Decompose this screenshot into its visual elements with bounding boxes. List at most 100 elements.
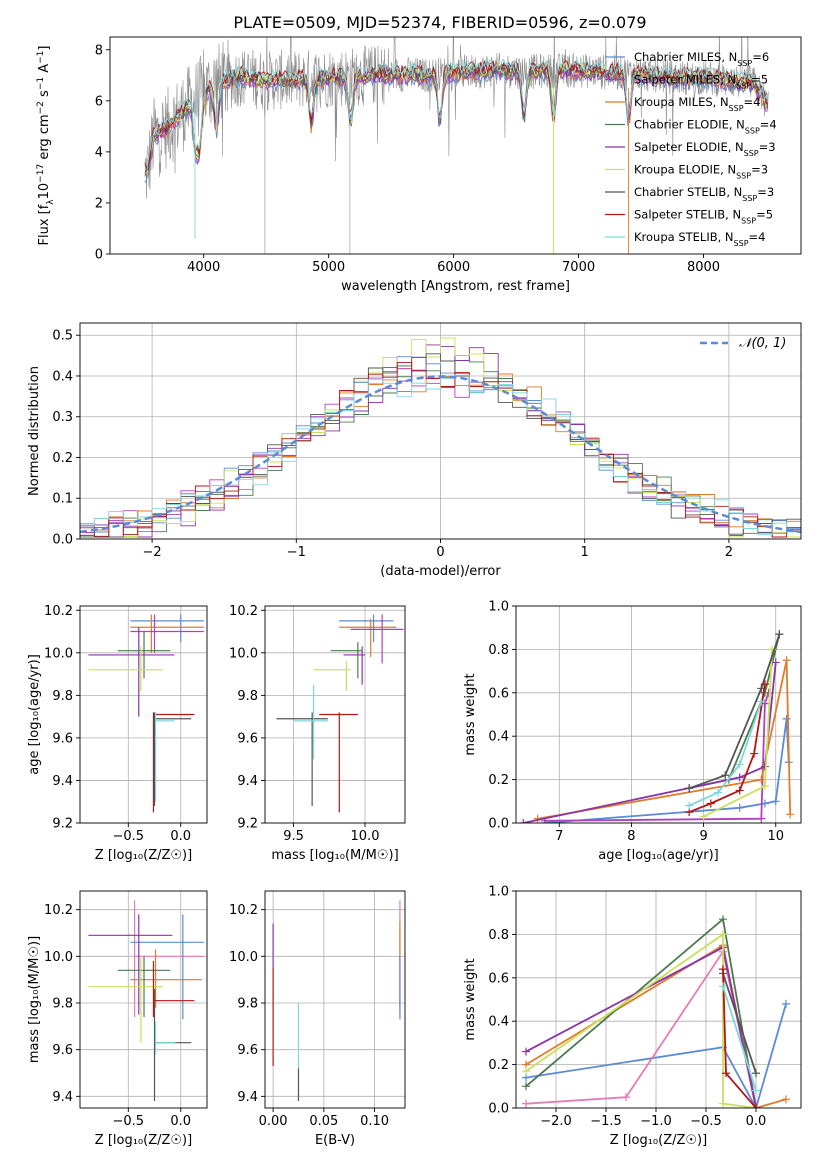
y-axis-label-part: −1 [36,77,46,90]
y-tick-label: 2 [95,196,103,211]
legend-count: =3 [751,163,768,177]
normal-curve-line [80,375,801,534]
x-tick-label: 7000 [562,260,595,275]
spectrum-plot-area [144,37,769,254]
plus-marker [522,1099,530,1108]
age_vs_Z-plot-area [80,606,207,823]
mw_vs_Z-plot-area [516,891,801,1108]
mass_vs_ebv-plot-area [265,891,405,1108]
legend-count: =6 [752,50,769,64]
y-tick-label: 0.4 [52,369,73,384]
y-tick-label: 9.8 [237,997,258,1012]
x-tick-label: 0.0 [746,1114,767,1129]
mw_vs_Z-panel: −2.0 −1.5 −1.0 −0.5 0.0 0.0 0.2 0.4 0.6 0.8 1.0 Z [… [463,885,802,1148]
y-axis-label: mass weight [463,673,478,755]
y-axis-label-part: λ [46,199,56,205]
x-tick-label: −0.5 [112,1114,144,1129]
x-tick-label: 6000 [437,260,470,275]
y-axis-label-part: −17 [36,164,46,183]
plus-marker [706,799,715,808]
y-tick-label: 0.8 [488,643,509,658]
mass-weight-line [688,633,781,790]
legend-name: Kroupa MILES, N [634,95,729,109]
y-tick-label: 10.0 [44,646,73,661]
y-axis-label-part: −1 [36,51,46,64]
x-tick-label: 0.10 [360,1114,389,1129]
mass_vs_ebv-panel: 0.00 0.05 0.10 9.4 9.6 9.8 10.0 10.2 E(B-V) [229,890,406,1148]
legend-name: Kroupa ELODIE, N [634,163,736,177]
plus-marker [760,782,769,791]
y-axis-label: Flux [fλ10−17 erg cm−2 s−1 A−1] [36,46,56,246]
x-axis-label: E(B-V) [315,1133,355,1148]
x-tick-label: 2 [725,545,733,560]
y-tick-label: 0.2 [488,773,509,788]
x-tick-label: −2.0 [540,1114,572,1129]
x-axis-label: Z [log₁₀(Z/Z☉)] [95,848,192,863]
legend-sub: SSP [741,216,756,225]
residual-histogram-step [80,356,801,538]
mass_vs_ebv-frame [264,890,406,1109]
plus-marker [771,797,780,806]
y-tick-label: 0.6 [488,686,509,701]
y-tick-label: 0.8 [488,928,509,943]
x-axis-label: Z [log₁₀(Z/Z☉)] [95,1133,192,1148]
plus-marker [522,1082,530,1091]
residual-histogram-step [80,374,801,536]
y-axis-label: mass [log₁₀(M/M☉)] [27,936,42,1063]
spectrum-panel: 4000 5000 6000 7000 8000 0 2 4 6 8 wavelength [Ang… [36,36,802,294]
legend-label: Chabrier STELIB, NSSP=3 [634,185,774,203]
legend-label: Kroupa STELIB, NSSP=4 [634,230,765,248]
mass_vs_Z-frame [79,890,208,1109]
y-tick-label: 9.8 [52,689,73,704]
y-axis-label-part: Flux [f [37,204,52,245]
legend-sub: SSP [729,104,744,113]
y-axis-label-part: erg cm [37,114,52,163]
y-tick-label: 9.4 [52,1090,73,1105]
mass-weight-line [722,973,757,1074]
x-tick-label: −1.0 [640,1114,672,1129]
y-tick-label: 0.2 [52,451,73,466]
y-tick-label: 0.4 [488,1015,509,1030]
mass-weight-line [688,683,766,813]
x-tick-label: 8 [627,829,635,844]
y-tick-label: 9.4 [52,774,73,789]
x-tick-label: −1.5 [590,1114,622,1129]
plus-marker [752,1086,760,1095]
y-tick-label: 9.4 [237,774,258,789]
y-axis-label-part: −2 [36,101,46,114]
mass_vs_Z-panel: −0.5 0.0 9.4 9.6 9.8 10.0 10.2 Z [log₁₀(Z/Z☉)] m… [27,890,208,1148]
spectrum-frame [109,36,802,255]
x-tick-label: 7 [555,829,563,844]
y-axis-label: Normed distribution [27,366,42,496]
y-axis-label-part: s [37,90,52,101]
residuals-panel: −2 −1 0 1 2 0.0 0.1 0.2 0.3 0.4 0.5 (data-model)/er… [27,322,802,579]
legend-count: =4 [760,118,777,132]
y-tick-label: 0.5 [52,329,73,344]
x-tick-label: 0 [436,545,444,560]
legend-sub: SSP [737,59,752,68]
plus-marker [714,788,723,797]
mass-weight-line [537,660,792,820]
age_vs_Z-frame [79,605,208,824]
y-tick-label: 1.0 [488,885,509,900]
plus-marker [735,803,744,812]
plus-marker [685,801,694,810]
y-tick-label: 10.0 [44,950,73,965]
y-axis-label-part: A [37,64,52,77]
legend-label: Kroupa MILES, NSSP=4 [634,95,760,113]
y-tick-label: 0.4 [488,730,509,745]
plus-marker [622,1093,630,1102]
x-tick-label: 4000 [187,260,220,275]
model-spectrum-line [144,59,768,174]
x-tick-label: 0.00 [259,1114,288,1129]
y-tick-label: 9.6 [52,731,73,746]
plus-marker [735,773,744,782]
y-tick-label: 0 [95,248,103,263]
x-axis-label: age [log₁₀(age/yr)] [598,848,719,863]
legend-count: =3 [759,140,776,154]
y-tick-label: 9.8 [237,689,258,704]
plus-marker [775,630,784,639]
plus-marker [522,1067,530,1076]
plus-marker [757,814,766,823]
